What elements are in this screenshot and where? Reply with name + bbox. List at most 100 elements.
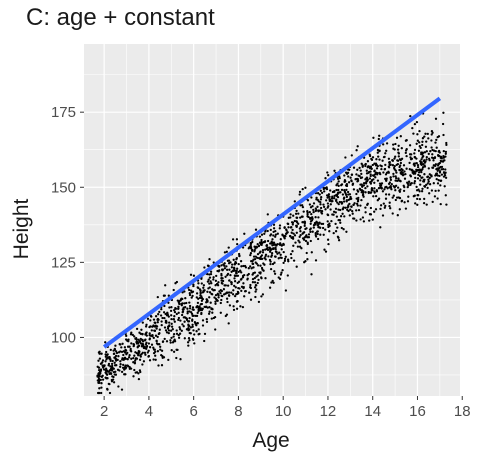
data-point: [183, 302, 186, 305]
data-point: [272, 234, 275, 237]
data-point: [312, 226, 315, 229]
data-point: [197, 328, 200, 331]
data-point: [246, 274, 249, 277]
data-point: [135, 338, 138, 341]
data-point: [108, 372, 111, 376]
data-point: [405, 154, 408, 158]
data-point: [270, 281, 273, 284]
data-point: [112, 370, 116, 374]
data-point: [134, 357, 138, 360]
data-point: [251, 260, 254, 263]
data-point: [132, 361, 135, 364]
data-point: [153, 329, 156, 332]
data-point: [219, 291, 222, 295]
data-point: [275, 244, 278, 247]
data-point: [436, 182, 440, 185]
data-point: [261, 293, 265, 296]
data-point: [334, 207, 338, 210]
data-point: [209, 280, 212, 283]
data-point: [112, 352, 116, 356]
data-point: [220, 289, 224, 293]
data-point: [434, 141, 437, 144]
data-point: [437, 179, 440, 182]
data-point: [214, 300, 217, 303]
data-point: [220, 281, 223, 285]
data-point: [408, 168, 411, 171]
data-point: [173, 310, 177, 314]
data-point: [208, 291, 212, 294]
data-point: [292, 214, 295, 217]
data-point: [344, 171, 348, 174]
data-point: [379, 184, 382, 187]
data-point: [223, 267, 227, 270]
data-point: [385, 185, 388, 189]
data-point: [324, 250, 328, 253]
data-point: [356, 200, 360, 203]
data-point: [413, 156, 416, 159]
data-point: [399, 180, 402, 183]
y-tick-label: 175: [51, 104, 76, 121]
data-point: [390, 188, 393, 191]
data-point: [201, 291, 204, 294]
data-point: [193, 333, 196, 336]
data-point: [183, 337, 186, 340]
data-point: [299, 230, 302, 233]
x-tick-label: 6: [189, 403, 197, 420]
data-point: [157, 364, 160, 367]
data-point: [365, 176, 369, 179]
data-point: [174, 282, 177, 285]
data-point: [439, 179, 442, 182]
data-point: [221, 269, 224, 272]
data-point: [345, 230, 348, 233]
data-point: [423, 164, 426, 167]
data-point: [329, 189, 332, 192]
data-point: [199, 294, 202, 297]
data-point: [306, 213, 309, 216]
data-point: [123, 373, 126, 376]
data-point: [332, 231, 335, 235]
data-point: [423, 185, 427, 188]
data-point: [187, 323, 190, 326]
data-point: [290, 256, 293, 260]
data-point: [244, 289, 247, 293]
data-point: [279, 253, 282, 256]
data-point: [172, 288, 175, 292]
data-point: [225, 297, 229, 300]
data-point: [310, 251, 313, 254]
data-point: [203, 339, 206, 343]
data-point: [170, 314, 173, 317]
data-point: [397, 196, 400, 199]
data-point: [230, 281, 233, 284]
data-point: [306, 258, 309, 261]
data-point: [219, 311, 222, 314]
data-point: [361, 165, 364, 168]
data-point: [161, 340, 165, 344]
data-point: [233, 294, 237, 298]
data-point: [348, 197, 352, 201]
data-point: [374, 162, 378, 165]
data-point: [168, 306, 171, 309]
data-point: [431, 200, 434, 204]
data-point: [438, 174, 441, 178]
data-point: [436, 164, 440, 167]
data-point: [294, 212, 298, 215]
data-point: [291, 250, 294, 253]
data-point: [255, 245, 258, 248]
data-point: [357, 208, 361, 212]
data-point: [208, 273, 211, 276]
data-point: [373, 173, 377, 176]
data-point: [160, 349, 164, 352]
data-point: [236, 281, 239, 285]
data-point: [200, 311, 203, 315]
data-point: [101, 359, 105, 362]
data-point: [236, 292, 239, 295]
data-point: [329, 208, 332, 211]
data-point: [331, 195, 334, 198]
data-point: [247, 267, 250, 270]
data-point: [384, 197, 388, 200]
data-point: [117, 355, 120, 358]
data-point: [230, 291, 233, 294]
data-point: [175, 356, 178, 360]
data-point: [251, 277, 255, 281]
data-point: [298, 235, 301, 239]
